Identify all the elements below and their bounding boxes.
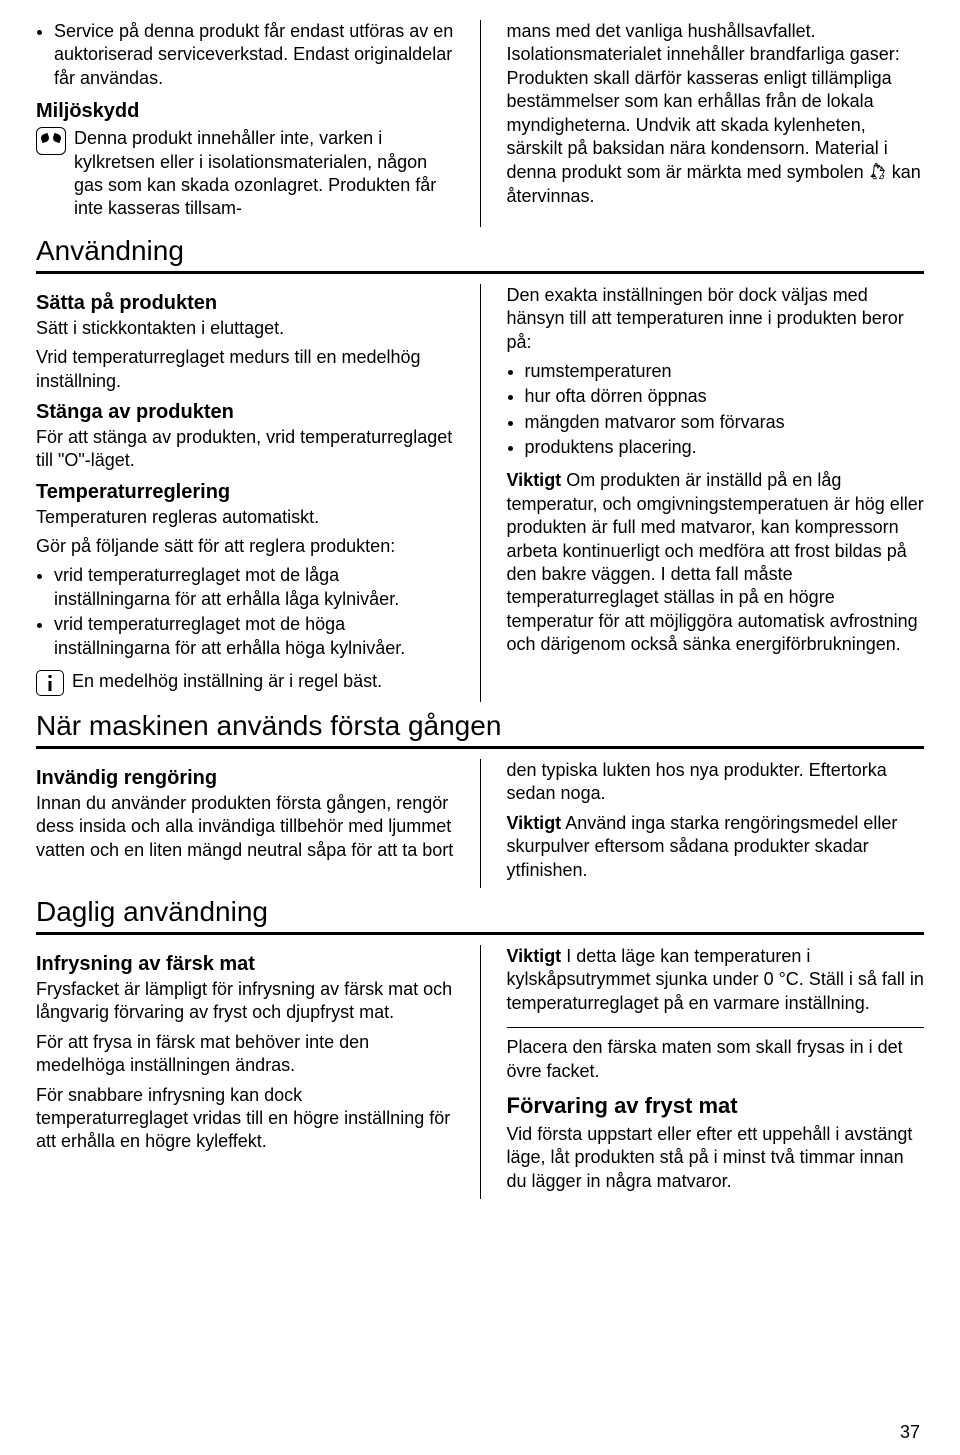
intro-right-paragraph: mans med det vanliga hushållsavfallet. I…: [507, 20, 925, 208]
column-divider: [480, 759, 481, 888]
viktigt-daglig: Viktigt I detta läge kan temperaturen i …: [507, 945, 925, 1015]
viktigt-label: Viktigt: [507, 470, 562, 490]
plant-icon: [36, 127, 66, 155]
viktigt-body: I detta läge kan temperaturen i kylskåps…: [507, 946, 924, 1013]
heading-daglig: Daglig användning: [36, 896, 924, 928]
viktigt-body: Använd inga starka rengöringsmedel eller…: [507, 813, 898, 880]
heading-anvandning: Användning: [36, 235, 924, 267]
service-list: Service på denna produkt får endast utfö…: [36, 20, 454, 90]
heading-forsta-gangen: När maskinen används första gången: [36, 710, 924, 742]
heading-infrysning: Infrysning av färsk mat: [36, 953, 454, 976]
heading-invandig-rengoring: Invändig rengöring: [36, 767, 454, 790]
col-right-daglig: Viktigt I detta läge kan temperaturen i …: [507, 945, 925, 1199]
column-divider: [480, 945, 481, 1199]
heading-tempreglering: Temperaturreglering: [36, 481, 454, 504]
col-left-forsta: Invändig rengöring Innan du använder pro…: [36, 759, 454, 888]
rule-anvandning: [36, 271, 924, 274]
viktigt-body: Om produkten är inställd på en låg tempe…: [507, 470, 924, 654]
heading-forvaring: Förvaring av fryst mat: [507, 1093, 925, 1119]
p-temp-1: Temperaturen regleras automatiskt.: [36, 506, 454, 529]
p-typiska-lukten: den typiska lukten hos nya produkter. Ef…: [507, 759, 925, 806]
viktigt-forsta: Viktigt Använd inga starka rengöringsmed…: [507, 812, 925, 882]
p-temp-2: Gör på följande sätt för att reglera pro…: [36, 535, 454, 558]
p-forvaring: Vid första uppstart eller efter ett uppe…: [507, 1123, 925, 1193]
miljoskydd-body: Denna produkt innehåller inte, varken i …: [74, 127, 454, 221]
viktigt-anvandning: Viktigt Om produkten är inställd på en l…: [507, 469, 925, 656]
heading-miljoskydd: Miljöskydd: [36, 100, 454, 123]
col-right-anvandning: Den exakta inställningen bör dock väljas…: [507, 284, 925, 702]
p-satta-pa-2: Vrid temperaturreglaget medurs till en m…: [36, 346, 454, 393]
info-text: En medelhög inställning är i regel bäst.: [72, 670, 454, 693]
viktigt-label: Viktigt: [507, 946, 562, 966]
heading-stanga-av: Stänga av produkten: [36, 401, 454, 424]
temp-bullet-low: vrid temperaturreglaget mot de låga inst…: [54, 564, 454, 611]
factor-1: rumstemperaturen: [525, 360, 925, 383]
p-infrysning-2: För att frysa in färsk mat behöver inte …: [36, 1031, 454, 1078]
manual-page: Service på denna produkt får endast utfö…: [0, 0, 960, 1455]
col-right-forsta: den typiska lukten hos nya produkter. Ef…: [507, 759, 925, 888]
p-infrysning-1: Frysfacket är lämpligt för infrysning av…: [36, 978, 454, 1025]
col-right-intro: mans med det vanliga hushållsavfallet. I…: [507, 20, 925, 227]
p-placera: Placera den färska maten som skall frysa…: [507, 1036, 925, 1083]
factors-list: rumstemperaturen hur ofta dörren öppnas …: [507, 360, 925, 460]
p-invandig: Innan du använder produkten första gånge…: [36, 792, 454, 862]
section-intro-columns: Service på denna produkt får endast utfö…: [36, 20, 924, 227]
recycle-icon: [869, 163, 887, 181]
intro-right-text-a: mans med det vanliga hushållsavfallet. I…: [507, 21, 900, 182]
rule-forsta-gangen: [36, 746, 924, 749]
col-left-intro: Service på denna produkt får endast utfö…: [36, 20, 454, 227]
p-right-intro: Den exakta inställningen bör dock väljas…: [507, 284, 925, 354]
temp-list: vrid temperaturreglaget mot de låga inst…: [36, 564, 454, 660]
rule-thin-daglig: [507, 1027, 925, 1028]
viktigt-label: Viktigt: [507, 813, 562, 833]
info-row: En medelhög inställning är i regel bäst.: [36, 670, 454, 696]
col-left-daglig: Infrysning av färsk mat Frysfacket är lä…: [36, 945, 454, 1199]
miljoskydd-row: Denna produkt innehåller inte, varken i …: [36, 127, 454, 221]
temp-bullet-high: vrid temperaturreglaget mot de höga inst…: [54, 613, 454, 660]
section-forsta-columns: Invändig rengöring Innan du använder pro…: [36, 759, 924, 888]
column-divider: [480, 284, 481, 702]
service-bullet: Service på denna produkt får endast utfö…: [54, 20, 454, 90]
heading-satta-pa: Sätta på produkten: [36, 292, 454, 315]
column-divider: [480, 20, 481, 227]
info-icon: [36, 670, 64, 696]
factor-4: produktens placering.: [525, 436, 925, 459]
p-infrysning-3: För snabbare infrysning kan dock tempera…: [36, 1084, 454, 1154]
factor-3: mängden matvaror som förvaras: [525, 411, 925, 434]
p-stanga-av: För att stänga av produkten, vrid temper…: [36, 426, 454, 473]
section-daglig-columns: Infrysning av färsk mat Frysfacket är lä…: [36, 945, 924, 1199]
section-anvandning-columns: Sätta på produkten Sätt i stickkontakten…: [36, 284, 924, 702]
rule-daglig: [36, 932, 924, 935]
page-number: 37: [900, 1422, 920, 1443]
p-satta-pa-1: Sätt i stickkontakten i eluttaget.: [36, 317, 454, 340]
col-left-anvandning: Sätta på produkten Sätt i stickkontakten…: [36, 284, 454, 702]
factor-2: hur ofta dörren öppnas: [525, 385, 925, 408]
